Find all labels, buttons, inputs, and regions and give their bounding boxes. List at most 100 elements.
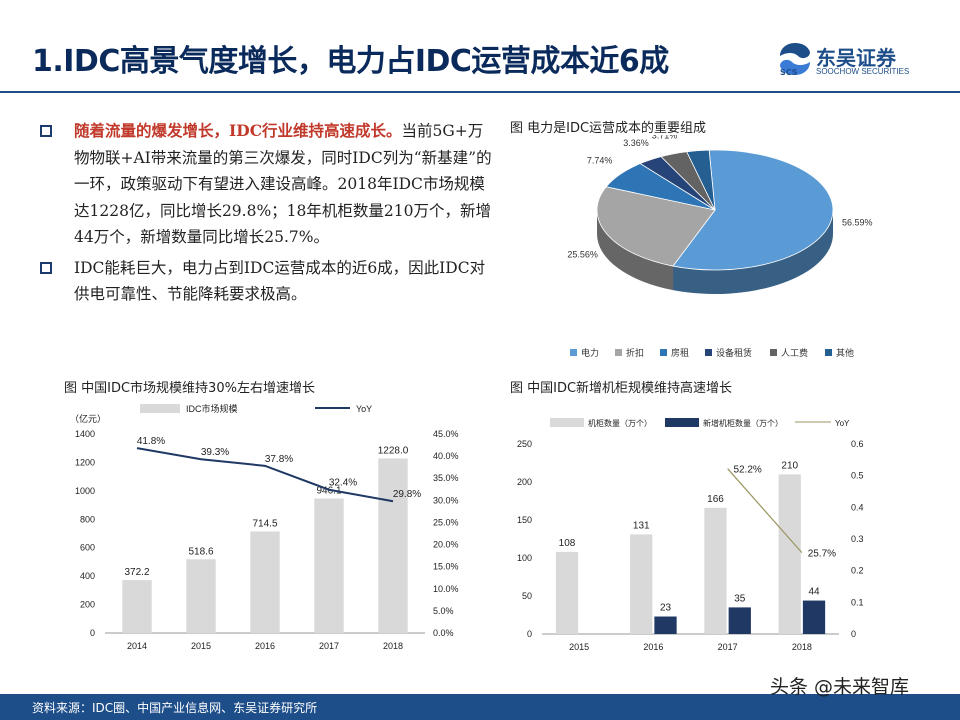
header-divider (0, 91, 960, 93)
y2-tick-label: 10.0% (433, 584, 459, 594)
pie-value-label: 7.74% (587, 156, 613, 166)
y-tick-label: 1400 (75, 429, 95, 439)
square-bullet-icon (40, 125, 52, 137)
y-tick-label: 600 (80, 543, 95, 553)
legend-swatch (570, 349, 577, 356)
y2-tick-label: 25.0% (433, 517, 459, 527)
watermark: 头条 @未来智库 (770, 676, 910, 698)
page-title: 1.IDC高景气度增长，电力占IDC运营成本近6成 (32, 44, 669, 79)
bar-new-cabinets-2018 (802, 600, 826, 634)
y-tick-label: 50 (522, 591, 532, 601)
bar-new-cabinets-2016 (654, 616, 677, 634)
y2-tick-label: 35.0% (433, 473, 459, 483)
yoy-point-label: 39.3% (201, 447, 229, 458)
logo-name: 东吴证券 (816, 46, 896, 70)
y-tick-label: 200 (80, 600, 95, 610)
y-tick-label: 100 (517, 553, 532, 563)
y-tick-label: 0 (527, 629, 532, 639)
bullet-text: 当前5G+万物物联+AI带来流量的第三次爆发，同时IDC列为“新基建”的一环，政… (74, 122, 492, 246)
y-tick-label: 0 (90, 628, 95, 638)
bar-value-label: 108 (559, 538, 576, 549)
pie-value-label: 3.71% (652, 135, 678, 141)
x-tick-label: 2015 (569, 642, 589, 652)
logo-mark-icon (780, 43, 810, 75)
pie-value-label: 56.59% (842, 218, 873, 228)
x-tick-label: 2016 (255, 641, 275, 651)
y2-tick-label: 30.0% (433, 495, 459, 505)
legend-swatch (665, 418, 699, 427)
y2-tick-label: 0 (851, 629, 856, 639)
bar-2017 (314, 498, 344, 633)
pie-chart: 56.59% 25.56% 7.74% 3.36%3.71%3.05% 电力 折扣 房租 设备… (567, 135, 873, 358)
y-tick-label: 150 (517, 515, 532, 525)
x-tick-label: 2017 (319, 641, 339, 651)
legend-label: 新增机柜数量（万个） (703, 418, 783, 428)
y2-tick-label: 45.0% (433, 429, 459, 439)
legend-swatch (550, 418, 584, 427)
cabinet-chart: 机柜数量（万个） 新增机柜数量（万个） YoY 0 50 100 150 200 250 0 0.1… (517, 418, 864, 652)
y-tick-label: 250 (517, 439, 532, 449)
yoy-point-label: 25.7% (808, 549, 836, 560)
bar-value-label: 23 (660, 603, 672, 614)
yoy-point-label: 37.8% (265, 454, 293, 465)
y-tick-label: 400 (80, 571, 95, 581)
y2-tick-label: 5.0% (433, 606, 454, 616)
legend-label: 房租 (671, 347, 689, 358)
pie-slice-其他 (686, 149, 716, 211)
y2-tick-label: 40.0% (433, 451, 459, 461)
square-bullet-icon (40, 261, 52, 274)
yoy-point-label: 41.8% (137, 436, 165, 447)
logo: 东吴证券 SOOCHOW SECURITIES SCS (776, 40, 926, 80)
legend-label: 折扣 (626, 347, 644, 358)
bar-value-label: 131 (633, 520, 650, 531)
bar-value-label: 1228.0 (378, 445, 409, 456)
bar-value-label: 35 (734, 593, 746, 604)
bar-cabinets-2018 (778, 474, 801, 634)
yoy-point-label: 52.2% (733, 465, 761, 476)
pie-value-label: 25.56% (567, 250, 598, 260)
pie-slice-折扣 (596, 186, 716, 267)
y2-tick-label: 0.4 (851, 502, 864, 512)
legend-swatch (660, 349, 667, 356)
legend-swatch (140, 404, 180, 413)
bar-value-label: 166 (707, 494, 724, 505)
y2-tick-label: 0.5 (851, 471, 864, 481)
x-tick-label: 2018 (792, 642, 812, 652)
pie-chart-caption: 图 电力是IDC运营成本的重要组成 (510, 121, 707, 136)
legend-label: 电力 (581, 347, 599, 358)
legend-label: 人工费 (781, 347, 808, 358)
y-tick-label: 1000 (75, 486, 95, 496)
y2-tick-label: 15.0% (433, 562, 459, 572)
legend-label: 其他 (836, 347, 854, 358)
yoy-line (727, 468, 803, 554)
logo-subtitle: SOOCHOW SECURITIES (816, 67, 910, 76)
y2-tick-label: 0.2 (851, 566, 864, 576)
y2-tick-label: 0.0% (433, 628, 454, 638)
legend-swatch (705, 349, 712, 356)
bar-new-cabinets-2017 (728, 607, 751, 634)
yoy-point-label: 29.8% (393, 489, 421, 500)
bar-value-label: 372.2 (124, 567, 149, 578)
y2-tick-label: 0.6 (851, 439, 864, 449)
yoy-point-label: 32.4% (329, 478, 357, 489)
legend-swatch (615, 349, 622, 356)
bar-value-label: 210 (781, 460, 798, 471)
bar-value-label: 946.1 (316, 486, 341, 497)
bullet-list: 随着流量的爆发增长，IDC行业维持高速成长。当前5G+万物物联+AI带来流量的第… (36, 118, 496, 312)
y-axis-unit: （亿元） (70, 413, 106, 424)
market-size-chart: IDC市场规模 YoY （亿元） 0 200 400 600 800 1000 1200 1400 0… (70, 403, 459, 651)
bar-value-label: 518.6 (188, 546, 213, 557)
legend-label: YoY (356, 404, 372, 414)
legend-label: IDC市场规模 (186, 403, 238, 414)
bar-cabinets-2016 (630, 534, 653, 634)
bar-value-label: 44 (808, 587, 820, 598)
bar-2015 (186, 559, 216, 633)
legend-swatch (825, 349, 832, 356)
legend-label: 机柜数量（万个） (588, 418, 652, 428)
pie-value-label: 3.05% (681, 135, 707, 137)
bullet-highlight: 随着流量的爆发增长，IDC行业维持高速成长。 (74, 121, 402, 140)
y-tick-label: 1200 (75, 457, 95, 467)
source-note: 资料来源：IDC圈、中国产业信息网、东吴证券研究所 (32, 701, 318, 715)
bar-2016 (250, 531, 280, 633)
market-chart-caption: 图 中国IDC市场规模维持30%左右增速增长 (64, 381, 315, 396)
